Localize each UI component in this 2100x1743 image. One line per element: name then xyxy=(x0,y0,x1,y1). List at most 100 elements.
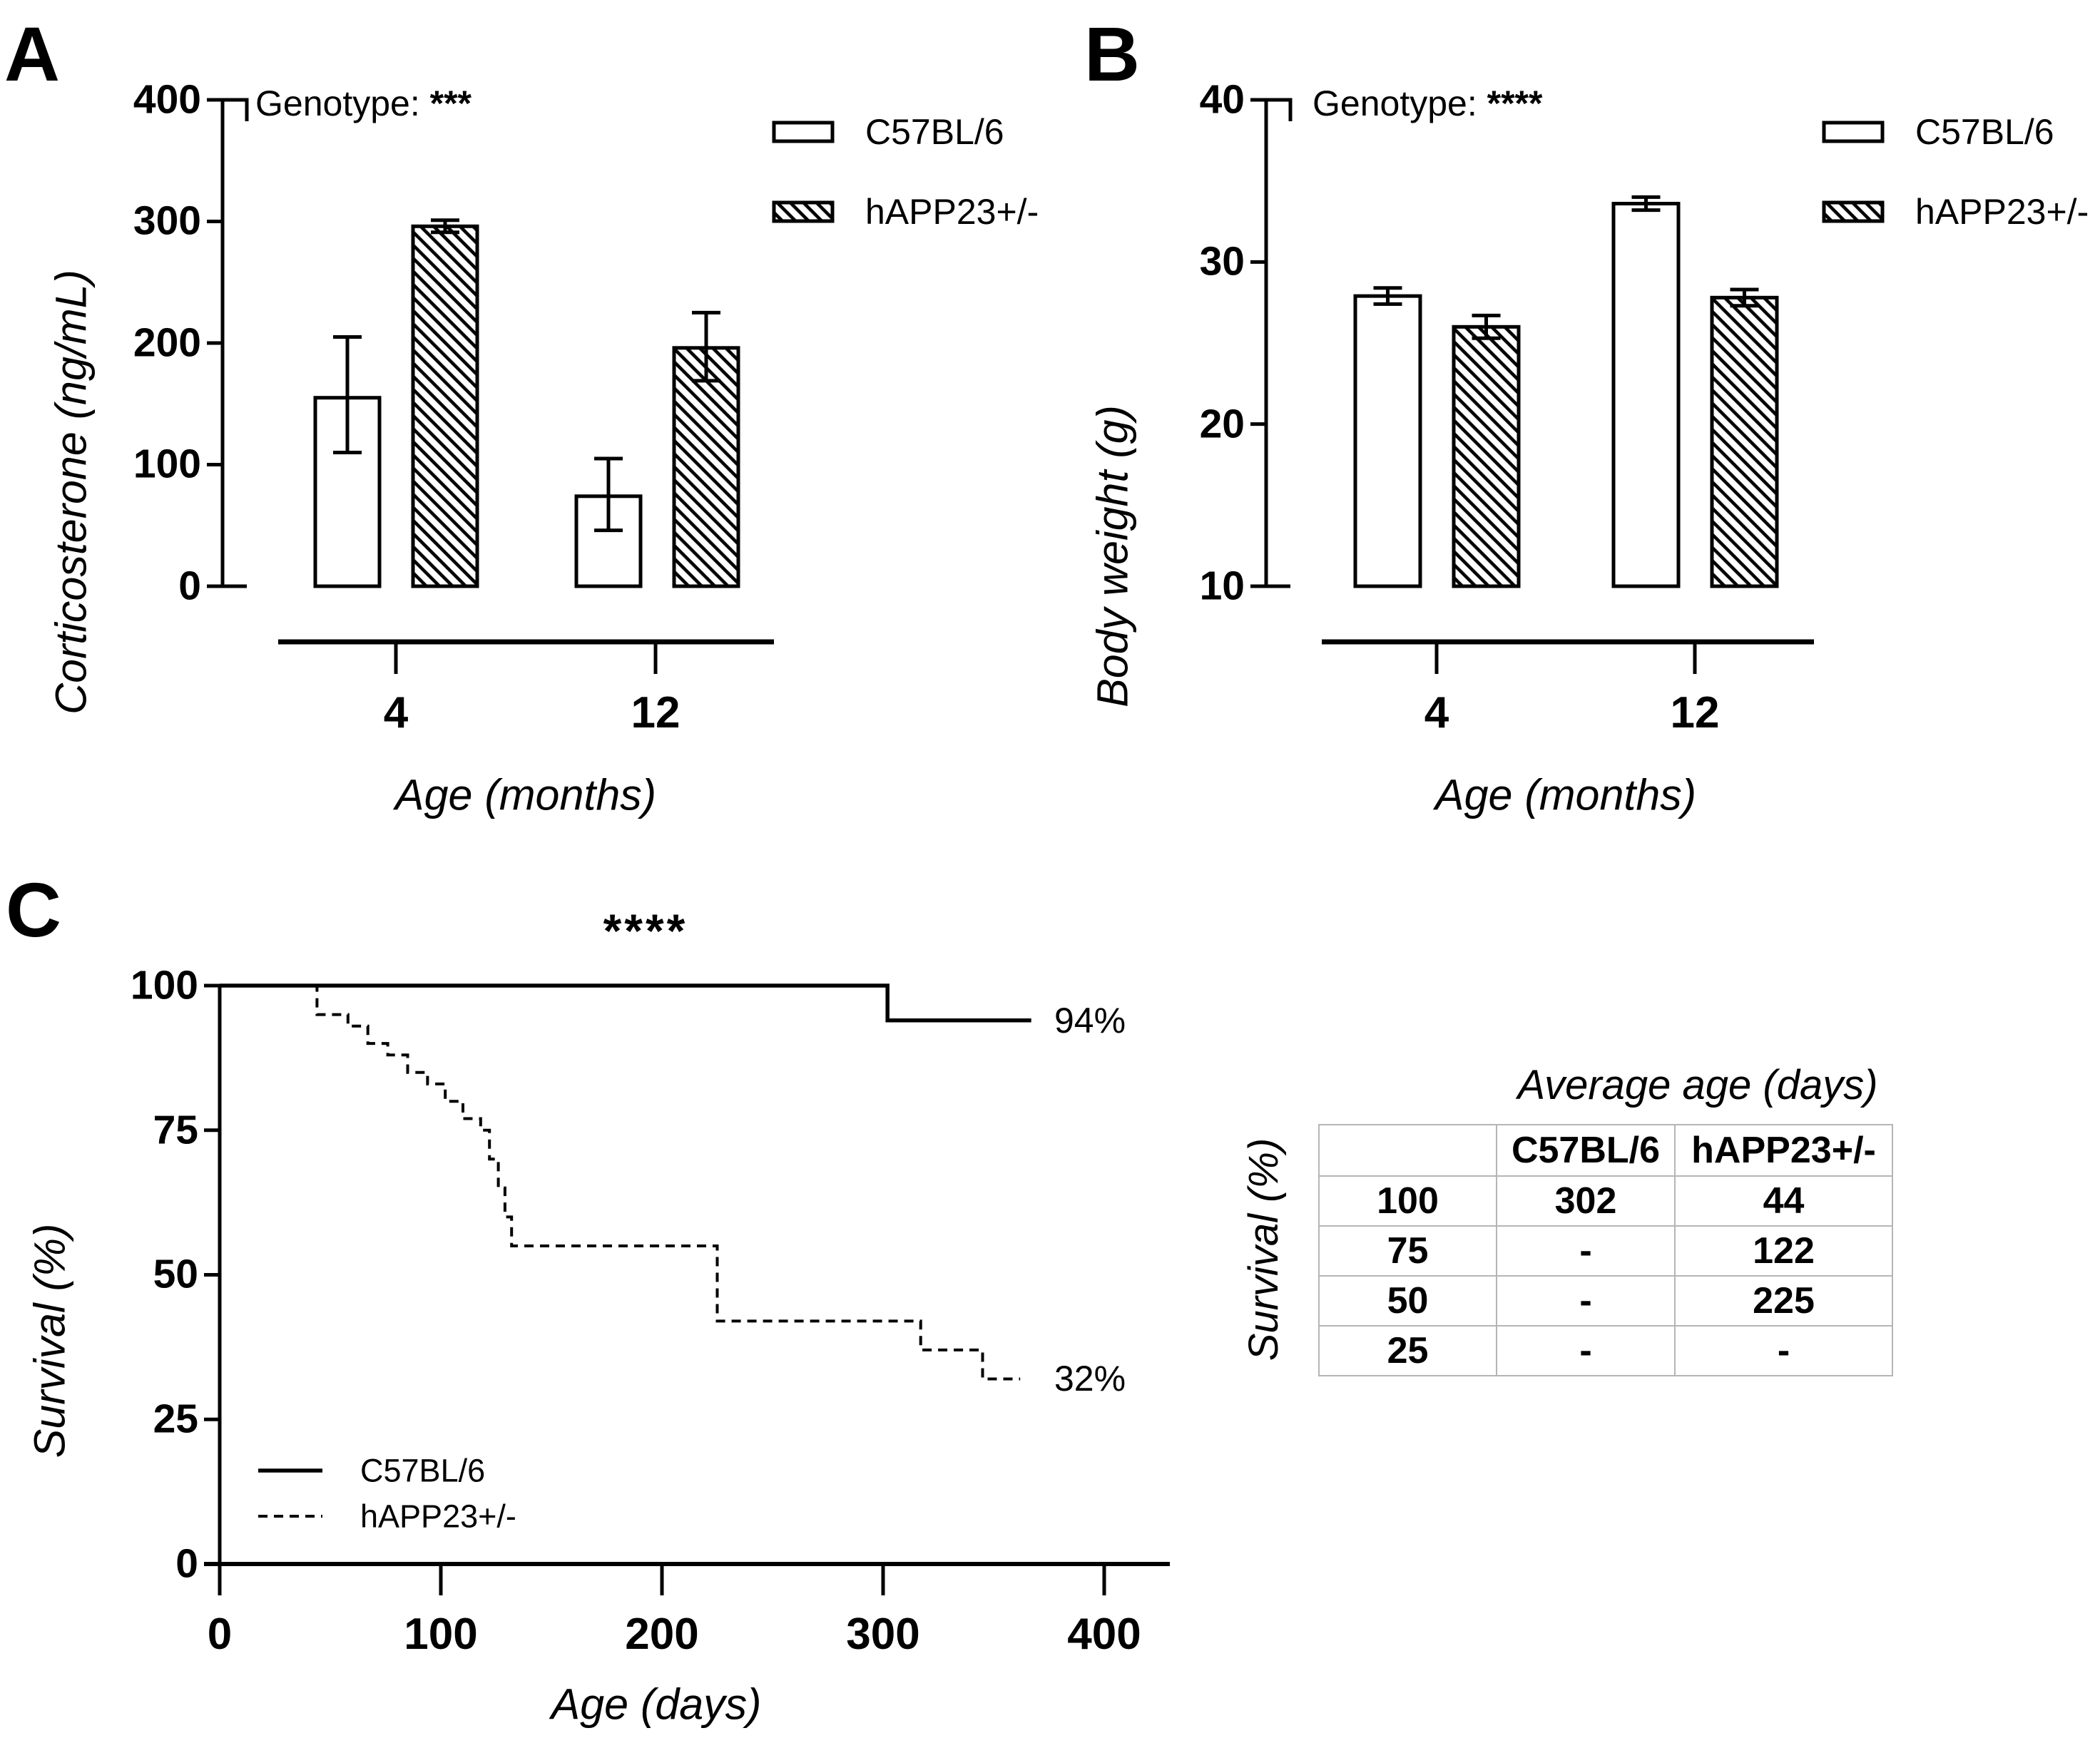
bar-B-age4-C57BL/6 xyxy=(1353,294,1422,588)
legend-label-happ23: hAPP23+/- xyxy=(1915,192,2089,232)
panel-b-graphics xyxy=(1250,98,1885,674)
panel-a-ytick: 400 xyxy=(133,76,201,123)
table-header-c57bl6: C57BL/6 xyxy=(1496,1124,1676,1177)
legend-swatch-hatched xyxy=(772,200,835,223)
genotype-prefix: Genotype: xyxy=(1312,83,1487,123)
error-bar xyxy=(692,310,720,383)
error-bar xyxy=(1373,286,1402,306)
error-bar xyxy=(1631,195,1661,213)
panel-c-xtick: 300 xyxy=(846,1610,920,1659)
error-bar xyxy=(594,456,623,533)
panel-c-xtick: 0 xyxy=(207,1610,233,1659)
table-cell-survival: 100 xyxy=(1318,1175,1497,1227)
legend-label-c57bl6: C57BL/6 xyxy=(360,1452,486,1489)
table-cell-c57bl6: - xyxy=(1496,1275,1676,1327)
table-header-row: C57BL/6 hAPP23+/- xyxy=(1318,1124,1893,1177)
table-title: Average age (days) xyxy=(1517,1062,1878,1108)
panel-c-ytick: 0 xyxy=(175,1540,198,1587)
table-cell-happ23: 44 xyxy=(1674,1175,1893,1227)
survival-curve-hAPP23+/- xyxy=(220,984,1021,1381)
curve-end-label-happ23: 32% xyxy=(1054,1359,1126,1399)
legend-swatch-open xyxy=(1822,121,1885,143)
panel-b-xtick: 4 xyxy=(1424,688,1449,737)
survival-curve-C57BL/6 xyxy=(220,983,1031,1023)
average-age-table: C57BL/6 hAPP23+/- 100 302 44 75 - 122 50… xyxy=(1318,1124,1893,1376)
panel-a-ytick: 300 xyxy=(133,198,201,244)
table-cell-happ23: 122 xyxy=(1674,1225,1893,1277)
bar-B-age12-C57BL/6 xyxy=(1611,202,1681,588)
y-axis xyxy=(1264,98,1293,588)
panel-c-ytick: 25 xyxy=(153,1396,198,1442)
bar-B-age4-hAPP23+/- xyxy=(1452,324,1521,588)
panel-b-y-axis-title: Body weight (g) xyxy=(1088,405,1137,707)
table-row: 100 302 44 xyxy=(1318,1175,1893,1227)
table-row-axis-label: Survival (%) xyxy=(1240,1138,1287,1361)
panel-c-x-axis-title: Age (days) xyxy=(551,1680,762,1729)
bar-B-age12-hAPP23+/- xyxy=(1710,295,1779,588)
error-bar xyxy=(333,335,362,454)
curve-end-label-c57bl6: 94% xyxy=(1054,1001,1126,1041)
bar-A-age12-hAPP23+/- xyxy=(672,346,740,588)
panel-c-significance-stars: **** xyxy=(603,904,688,957)
panel-a-graphics xyxy=(207,98,835,674)
panel-c-xtick: 400 xyxy=(1067,1610,1141,1659)
panel-b-ytick: 20 xyxy=(1199,401,1245,447)
table-row: 50 - 225 xyxy=(1318,1275,1893,1327)
table-row: 75 - 122 xyxy=(1318,1225,1893,1277)
panel-a-xtick: 12 xyxy=(631,688,681,737)
panel-b-xtick: 12 xyxy=(1670,688,1720,737)
panel-a-ytick: 100 xyxy=(133,441,201,487)
legend-swatch-hatched xyxy=(1822,200,1885,223)
table-cell-survival: 50 xyxy=(1318,1275,1497,1327)
panel-a-letter: A xyxy=(4,11,60,97)
panel-a-x-axis-title: Age (months) xyxy=(394,770,657,819)
table-cell-happ23: - xyxy=(1674,1325,1893,1376)
panel-c-ytick: 75 xyxy=(153,1107,198,1153)
panel-c-letter: C xyxy=(6,867,61,953)
panel-b-letter: B xyxy=(1084,11,1140,97)
y-axis-ticks xyxy=(204,983,220,1566)
legend-label-happ23: hAPP23+/- xyxy=(865,192,1039,232)
panel-c-y-axis-title: Survival (%) xyxy=(25,1223,74,1458)
y-axis-ticks xyxy=(207,98,223,588)
legend-label-happ23: hAPP23+/- xyxy=(360,1498,516,1535)
y-axis xyxy=(220,98,249,588)
panel-a-xtick: 4 xyxy=(383,688,409,737)
panel-b-ytick: 40 xyxy=(1199,76,1245,123)
y-axis-ticks xyxy=(1250,98,1266,588)
panel-a-ytick: 0 xyxy=(178,563,201,609)
panel-c-xtick: 200 xyxy=(625,1610,699,1659)
panel-b-ytick: 30 xyxy=(1199,238,1245,285)
panel-b-ytick: 10 xyxy=(1199,563,1245,609)
table-row: 25 - - xyxy=(1318,1325,1893,1376)
error-bar xyxy=(431,218,459,235)
legend-swatch-open xyxy=(772,121,835,143)
significance-stars: **** xyxy=(1487,83,1543,123)
table-cell-happ23: 225 xyxy=(1674,1275,1893,1327)
panel-b-x-axis-title: Age (months) xyxy=(1434,770,1697,819)
table-header-happ23: hAPP23+/- xyxy=(1674,1124,1893,1177)
bar-A-age4-hAPP23+/- xyxy=(411,224,479,588)
legend-label-c57bl6: C57BL/6 xyxy=(1915,112,2054,152)
table-cell-survival: 75 xyxy=(1318,1225,1497,1277)
panel-c-xtick: 100 xyxy=(404,1610,478,1659)
panel-c-graphics xyxy=(204,983,1170,1595)
table-cell-c57bl6: - xyxy=(1496,1325,1676,1376)
panel-b-genotype-annotation: Genotype: **** xyxy=(1312,86,1542,121)
x-axis-ticks xyxy=(1434,642,1697,674)
error-bar xyxy=(1472,313,1501,340)
panel-c-ytick: 100 xyxy=(130,962,198,1008)
legend-label-c57bl6: C57BL/6 xyxy=(865,112,1004,152)
panel-a-y-axis-title: Corticosterone (ng/mL) xyxy=(46,270,96,715)
panel-a-genotype-annotation: Genotype: *** xyxy=(255,86,472,121)
error-bar xyxy=(1730,287,1759,308)
significance-stars: *** xyxy=(429,83,472,123)
genotype-prefix: Genotype: xyxy=(255,83,430,123)
panel-c-ytick: 50 xyxy=(153,1251,198,1297)
table-cell-c57bl6: 302 xyxy=(1496,1175,1676,1227)
table-cell-survival: 25 xyxy=(1318,1325,1497,1376)
panel-a-ytick: 200 xyxy=(133,320,201,366)
x-axis-ticks xyxy=(218,1564,1106,1595)
table-header-cell xyxy=(1318,1124,1497,1177)
